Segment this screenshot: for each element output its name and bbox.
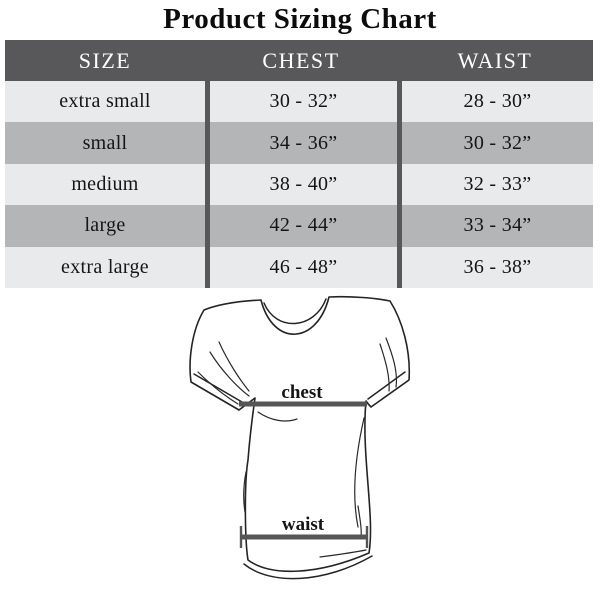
left-cuff-line — [193, 373, 243, 403]
tshirt-outline-icon: chest waist — [189, 295, 411, 580]
chest-cell: 34 - 36” — [205, 122, 397, 164]
column-header-size: SIZE — [78, 47, 132, 73]
chest-cell: 42 - 44” — [205, 205, 397, 247]
column-header-chest: CHEST — [262, 47, 340, 73]
collar-inner-arc — [263, 298, 327, 325]
tshirt-diagram: chest waist — [183, 292, 423, 592]
sizing-table: SIZE CHEST WAIST extra small 30 - 32” 28… — [5, 40, 593, 288]
right-cuff-line — [367, 371, 406, 400]
size-cell: extra large — [61, 255, 149, 278]
waist-cell: 28 - 30” — [397, 81, 593, 123]
table-row-small: small 34 - 36” 30 - 32” — [5, 122, 593, 164]
hem-band-line — [243, 555, 373, 580]
page-title: Product Sizing Chart — [163, 3, 437, 35]
size-cell: large — [84, 214, 126, 237]
table-row-extra-large: extra large 46 - 48” 36 - 38” — [5, 246, 593, 288]
chest-cell: 46 - 48” — [205, 246, 397, 288]
chest-cell: 30 - 32” — [205, 81, 397, 123]
table-header-row: SIZE CHEST WAIST — [5, 40, 593, 81]
waist-cell: 30 - 32” — [397, 122, 593, 164]
column-header-waist: WAIST — [457, 47, 533, 73]
waist-cell: 33 - 34” — [397, 205, 593, 247]
chest-cell: 38 - 40” — [205, 163, 397, 206]
wrinkle-lines — [197, 337, 398, 558]
waist-cell: 36 - 38” — [397, 246, 593, 288]
table-row-large: large 42 - 44” 33 - 34” — [5, 205, 593, 247]
size-cell: small — [82, 131, 128, 154]
waist-cell: 32 - 33” — [397, 163, 593, 206]
size-cell: extra small — [59, 90, 151, 113]
table-row-extra-small: extra small 30 - 32” 28 - 30” — [5, 81, 593, 123]
size-cell: medium — [71, 172, 139, 195]
table-row-medium: medium 38 - 40” 32 - 33” — [5, 163, 593, 206]
chest-label: chest — [281, 382, 323, 403]
waist-label: waist — [282, 514, 325, 535]
